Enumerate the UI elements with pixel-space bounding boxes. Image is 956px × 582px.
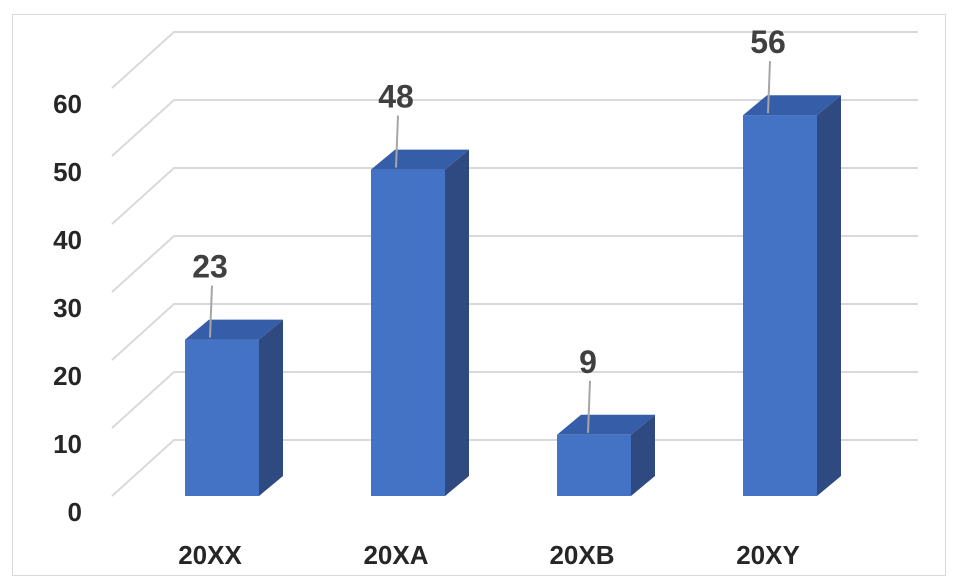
gridline [111,371,918,429]
gridline [111,235,918,293]
gridlines [111,31,918,497]
x-category-label: 20XY [736,540,800,570]
x-category-label: 20XX [178,540,242,570]
data-label: 23 [192,249,228,285]
bar-front [557,434,631,496]
y-tick-label: 30 [53,293,82,323]
gridline [111,439,918,497]
data-labels: 23 48 9 56 [192,24,786,433]
leader-line [395,115,399,168]
y-tick-label: 10 [53,429,82,459]
bar-top [557,414,655,435]
y-tick-label: 60 [53,89,82,119]
bar-front [743,115,817,496]
leader-line [209,285,213,338]
gridline [111,31,918,89]
leader-line [587,380,591,433]
gridline [111,303,918,361]
data-label: 48 [378,79,414,115]
x-category-label: 20XA [363,540,428,570]
bar-front [371,169,445,496]
y-tick-label: 0 [68,497,82,527]
bar-front [185,339,259,496]
data-label: 9 [579,344,597,380]
y-tick-label: 50 [53,157,82,187]
y-tick-label: 40 [53,225,82,255]
y-tick-label: 20 [53,361,82,391]
data-label: 56 [750,24,786,60]
bar-side [817,95,841,496]
bar-side [259,319,283,496]
gridline [111,99,918,157]
x-axis-categories: 20XX 20XA 20XB 20XY [178,540,800,570]
x-category-label: 20XB [549,540,614,570]
gridline [111,167,918,225]
bar-side [631,414,655,496]
bar-side [445,149,469,496]
y-axis-ticks: 0 10 20 30 40 50 60 [53,89,82,527]
leader-line [767,61,771,114]
bars [185,95,841,496]
